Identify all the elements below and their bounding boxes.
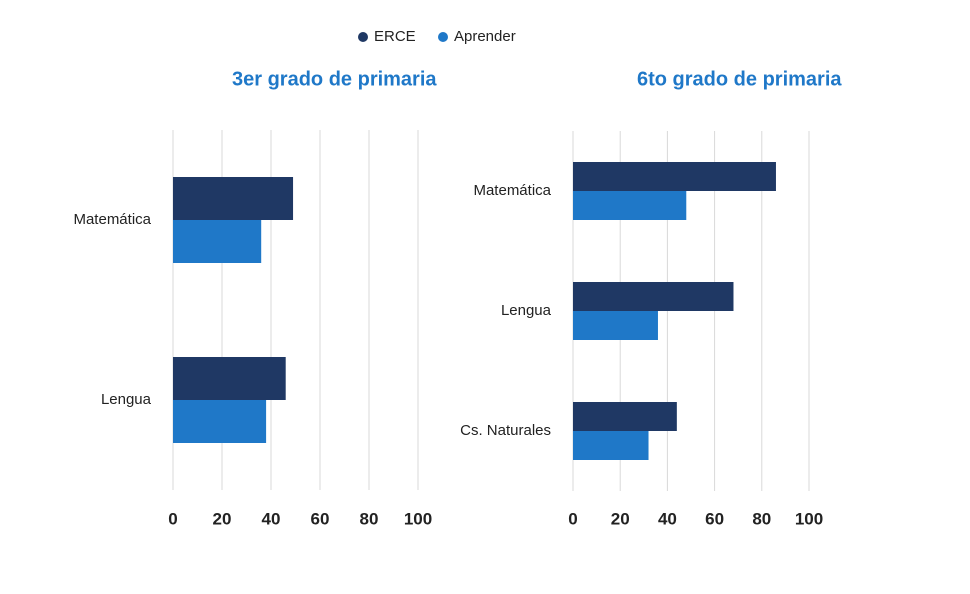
legend-marker xyxy=(438,32,448,42)
legend-label: ERCE xyxy=(374,28,416,45)
y-tick-label: Matemática xyxy=(473,182,551,199)
x-tick-label: 60 xyxy=(311,509,330,528)
x-tick-label: 40 xyxy=(658,509,677,528)
x-tick-label: 40 xyxy=(262,509,281,528)
y-tick-label: Lengua xyxy=(501,302,552,319)
y-tick-label: Cs. Naturales xyxy=(460,422,551,439)
chart-title: 3er grado de primaria xyxy=(232,68,437,90)
x-tick-label: 0 xyxy=(168,509,177,528)
bar xyxy=(573,162,776,191)
x-tick-label: 20 xyxy=(213,509,232,528)
bar xyxy=(173,400,267,443)
x-tick-label: 0 xyxy=(568,509,577,528)
bar xyxy=(573,311,658,340)
bar xyxy=(173,177,294,220)
chart-title: 6to grado de primaria xyxy=(637,68,842,90)
x-tick-label: 100 xyxy=(795,509,823,528)
x-tick-label: 100 xyxy=(404,509,432,528)
y-tick-label: Lengua xyxy=(101,391,152,408)
legend-marker xyxy=(358,32,368,42)
bar xyxy=(173,357,286,400)
y-tick-label: Matemática xyxy=(73,211,151,228)
bar xyxy=(573,431,649,460)
bar xyxy=(173,220,262,263)
bar xyxy=(573,191,687,220)
bar xyxy=(573,402,677,431)
x-tick-label: 80 xyxy=(360,509,379,528)
x-tick-label: 20 xyxy=(611,509,630,528)
x-tick-label: 60 xyxy=(705,509,724,528)
bar xyxy=(573,282,734,311)
legend-label: Aprender xyxy=(454,28,516,45)
x-tick-label: 80 xyxy=(752,509,771,528)
